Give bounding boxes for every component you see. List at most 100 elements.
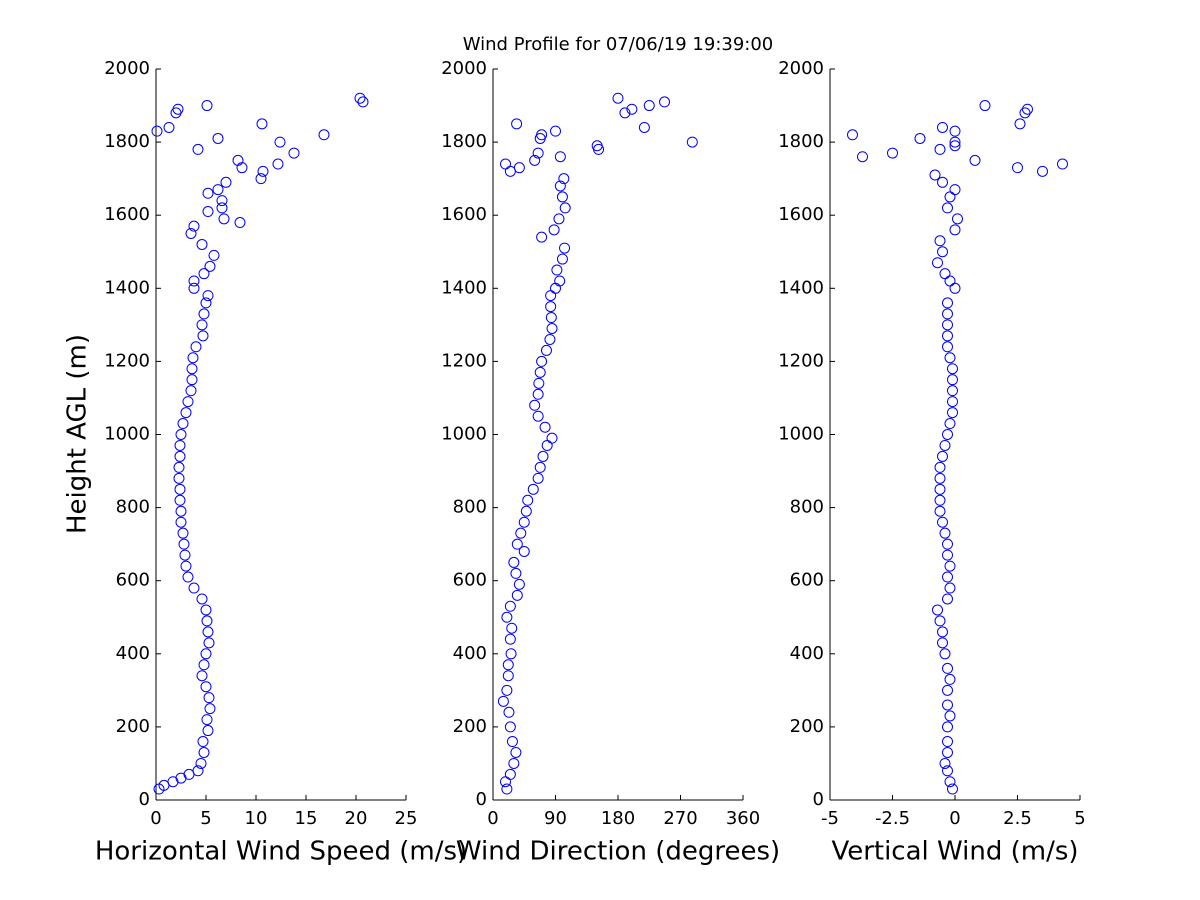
point bbox=[180, 407, 192, 419]
point bbox=[1014, 118, 1026, 130]
point bbox=[944, 710, 956, 722]
point bbox=[198, 746, 210, 758]
point bbox=[218, 213, 230, 225]
point bbox=[511, 538, 523, 550]
point bbox=[511, 589, 523, 601]
point bbox=[202, 290, 214, 302]
point bbox=[173, 461, 185, 473]
point bbox=[179, 549, 191, 561]
point bbox=[208, 249, 220, 261]
point bbox=[163, 121, 175, 133]
point bbox=[502, 659, 514, 671]
point bbox=[949, 224, 961, 236]
point bbox=[501, 783, 513, 795]
point bbox=[196, 593, 208, 605]
point bbox=[686, 136, 698, 148]
point bbox=[527, 483, 539, 495]
point bbox=[944, 560, 956, 572]
point bbox=[204, 260, 216, 272]
x-tick-label: 0 bbox=[150, 808, 161, 829]
point bbox=[195, 757, 207, 769]
point bbox=[944, 582, 956, 594]
point bbox=[545, 301, 557, 313]
point bbox=[501, 611, 513, 623]
point bbox=[554, 180, 566, 192]
x-tick-label: 360 bbox=[726, 808, 760, 829]
point bbox=[949, 125, 961, 137]
point bbox=[198, 659, 210, 671]
y-tick-label: 1000 bbox=[441, 424, 487, 445]
point bbox=[942, 736, 953, 748]
y-tick-label: 600 bbox=[790, 570, 824, 591]
y-tick-label: 1600 bbox=[778, 204, 824, 225]
point bbox=[185, 227, 197, 239]
x-tick-label: 90 bbox=[544, 808, 567, 829]
x-tick-label: 270 bbox=[663, 808, 697, 829]
point bbox=[188, 220, 200, 232]
point bbox=[182, 396, 194, 408]
point bbox=[949, 282, 961, 294]
point bbox=[559, 242, 571, 254]
point bbox=[659, 96, 671, 108]
point bbox=[175, 429, 187, 440]
point bbox=[151, 125, 163, 137]
point bbox=[175, 516, 187, 528]
point bbox=[503, 706, 515, 718]
point bbox=[545, 312, 557, 324]
y-tick-label: 1800 bbox=[441, 131, 487, 152]
point bbox=[187, 352, 199, 364]
point bbox=[178, 538, 190, 550]
point bbox=[192, 765, 204, 777]
y-tick-label: 0 bbox=[813, 789, 824, 810]
point bbox=[934, 143, 946, 155]
point bbox=[255, 173, 267, 185]
point bbox=[188, 275, 200, 287]
point bbox=[942, 746, 953, 758]
y-tick-label: 0 bbox=[476, 789, 487, 810]
point bbox=[551, 264, 563, 276]
y-tick-label: 200 bbox=[116, 716, 150, 737]
y-tick-label: 2000 bbox=[104, 58, 150, 79]
point bbox=[934, 505, 946, 517]
point bbox=[497, 695, 509, 707]
point bbox=[198, 308, 210, 320]
point bbox=[947, 783, 958, 795]
point bbox=[188, 582, 200, 594]
point bbox=[944, 191, 956, 203]
point bbox=[540, 344, 552, 356]
point bbox=[1019, 107, 1031, 119]
point bbox=[939, 439, 951, 451]
point bbox=[612, 92, 624, 104]
y-tick-label: 1400 bbox=[441, 277, 487, 298]
point bbox=[274, 136, 286, 148]
point bbox=[942, 765, 953, 777]
y-tick-label: 1600 bbox=[104, 204, 150, 225]
y-tick-label: 1600 bbox=[441, 204, 487, 225]
point bbox=[536, 129, 548, 141]
y-tick-label: 1200 bbox=[778, 350, 824, 371]
point bbox=[186, 374, 198, 386]
y-tick-label: 200 bbox=[790, 716, 824, 737]
point bbox=[857, 151, 868, 163]
point bbox=[942, 308, 953, 320]
point bbox=[944, 776, 956, 788]
point bbox=[196, 670, 208, 682]
point bbox=[520, 505, 532, 517]
y-tick-label: 1800 bbox=[778, 131, 824, 152]
point bbox=[177, 527, 189, 539]
chart-title: Wind Profile for 07/06/19 19:39:00 bbox=[463, 34, 774, 55]
point bbox=[220, 176, 232, 188]
point bbox=[619, 107, 631, 119]
y-tick-label: 400 bbox=[116, 643, 150, 664]
x-tick-label: -2.5 bbox=[875, 808, 910, 829]
point bbox=[202, 725, 214, 737]
point bbox=[505, 648, 517, 660]
point bbox=[174, 494, 186, 506]
point bbox=[937, 516, 948, 528]
point bbox=[942, 202, 953, 214]
point bbox=[537, 450, 549, 462]
point bbox=[177, 418, 189, 430]
point bbox=[200, 297, 212, 309]
point bbox=[532, 388, 544, 400]
point bbox=[979, 100, 991, 112]
